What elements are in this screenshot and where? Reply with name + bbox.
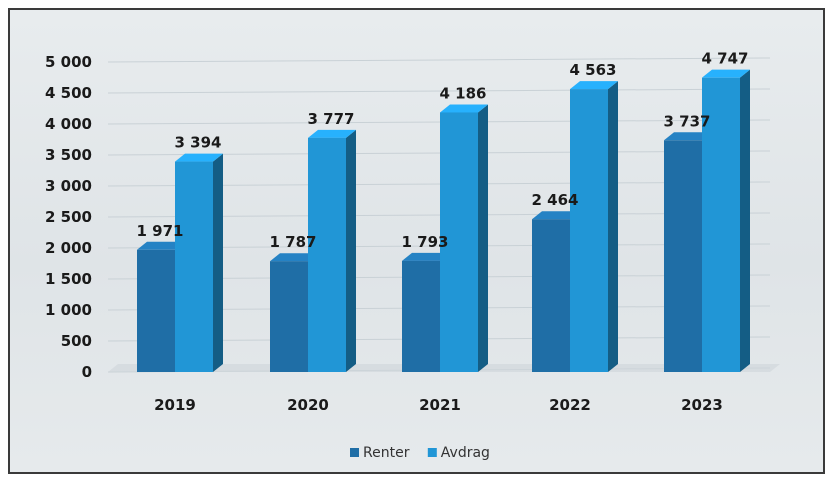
y-tick-label: 2 000: [45, 239, 92, 257]
y-tick-label: 500: [61, 332, 92, 350]
y-tick-label: 1 000: [45, 301, 92, 319]
bar-avdrag-2022: [570, 81, 618, 373]
y-tick-label: 5 000: [45, 53, 92, 71]
data-label: 4 747: [702, 50, 749, 68]
data-labels: 1 971 3 394 1 787 3 777 1 793 4 186 2 464 4 563…: [137, 50, 749, 252]
legend-label-renter: Renter: [363, 445, 410, 461]
legend-swatch-renter: [350, 448, 359, 457]
y-tick-label: 3 000: [45, 177, 92, 195]
y-tick-label: 2 500: [45, 208, 92, 226]
bar-avdrag-2021: [440, 104, 488, 372]
y-axis-ticks: 0 500 1 000 1 500 2 000 2 500 3 000 3 500 4 000 4…: [45, 53, 92, 381]
x-tick-label: 2021: [419, 396, 461, 414]
x-tick-label: 2019: [154, 396, 196, 414]
gridline: [107, 88, 771, 94]
data-label: 3 394: [175, 134, 222, 152]
y-tick-label: 1 500: [45, 270, 92, 288]
gridline: [107, 57, 771, 63]
data-label: 3 777: [308, 110, 355, 128]
gridline: [107, 119, 771, 125]
x-tick-label: 2022: [549, 396, 591, 414]
legend-swatch-avdrag: [427, 448, 437, 457]
data-label: 4 563: [570, 61, 617, 79]
data-label: 4 186: [440, 84, 487, 102]
data-label: 3 737: [664, 112, 711, 130]
y-tick-label: 4 000: [45, 115, 92, 133]
bars: [137, 69, 750, 373]
x-tick-label: 2020: [287, 396, 329, 414]
bar-avdrag-2019: [175, 153, 223, 372]
x-tick-label: 2023: [681, 396, 723, 414]
y-tick-label: 0: [82, 363, 92, 381]
data-label: 1 971: [137, 222, 184, 240]
data-label: 1 787: [270, 233, 317, 251]
x-axis-ticks: 2019 2020 2021 2022 2023: [154, 396, 723, 414]
data-label: 2 464: [532, 191, 579, 209]
y-tick-label: 3 500: [45, 146, 92, 164]
legend-label-avdrag: Avdrag: [441, 445, 490, 461]
bar-avdrag-2020: [308, 129, 356, 372]
legend: Renter Avdrag: [350, 445, 490, 461]
data-label: 1 793: [402, 233, 449, 251]
bar-avdrag-2023: [702, 69, 750, 372]
y-tick-label: 4 500: [45, 84, 92, 102]
